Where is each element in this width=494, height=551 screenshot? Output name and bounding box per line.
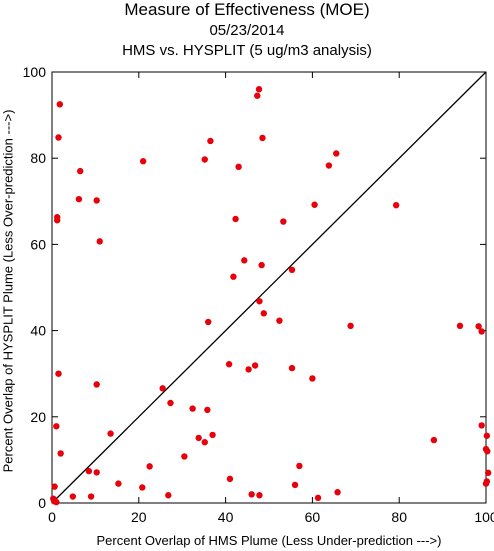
data-point [53,423,60,430]
data-point [245,366,252,373]
data-point [258,261,265,269]
data-point [189,405,196,412]
data-point [288,364,296,372]
data-point [139,484,146,491]
x-tick-label: 20 [131,509,147,525]
data-point [325,162,333,169]
data-point [280,218,287,225]
x-tick-label: 40 [218,509,234,525]
data-point [232,215,239,223]
data-point [254,92,261,99]
data-point [333,150,340,157]
data-point [167,399,174,407]
data-point [256,298,263,305]
data-point [93,469,100,476]
y-tick-label: 40 [30,323,46,339]
chart-date: 05/23/2014 [209,22,285,39]
data-point [159,385,166,392]
x-axis-label: Percent Overlap of HMS Plume (Less Under… [96,533,442,548]
data-point [478,328,485,335]
data-point [201,156,208,163]
data-point [207,137,214,145]
data-point [201,439,208,446]
data-point [276,317,283,324]
data-point [241,257,248,264]
data-point [296,462,303,470]
data-point [77,167,84,175]
data-point [69,493,77,500]
data-point [96,238,103,245]
data-point [55,370,62,377]
data-point [146,463,153,470]
x-tick-label: 100 [474,509,494,525]
data-point [85,467,93,475]
data-point [53,498,60,506]
data-point [55,134,62,141]
data-point [484,448,491,455]
data-point [482,480,490,487]
data-point [347,322,354,330]
data-point [291,481,299,489]
y-tick-label: 100 [23,64,47,80]
data-point [314,494,322,502]
data-point [181,453,188,460]
data-point [456,322,464,330]
data-point [87,493,95,500]
data-point [309,375,316,382]
data-point [392,201,400,209]
y-tick-label: 60 [30,236,46,252]
data-point [225,361,233,368]
data-point [475,323,482,330]
data-point [260,310,267,317]
data-point [57,450,64,457]
data-point [205,318,212,326]
data-point [165,492,172,499]
y-tick-label: 80 [30,150,46,166]
data-point [195,434,202,442]
data-point [255,86,263,93]
x-tick-label: 0 [48,509,56,525]
y-axis-label: Percent Overlap of HYSPLIT Plume (Less O… [0,109,16,473]
data-point [259,134,266,142]
data-point [93,197,100,204]
chart-subtitle: HMS vs. HYSPLIT (5 ug/m3 analysis) [122,42,372,59]
data-point [483,432,491,439]
data-point [430,436,438,444]
data-point [209,431,216,439]
chart-title: Measure of Effectiveness (MOE) [124,0,370,19]
data-point [115,480,122,487]
data-point [226,475,234,483]
data-point [478,422,485,429]
data-point [251,362,259,369]
y-tick-label: 0 [38,495,46,511]
data-point [230,273,237,280]
data-point [311,201,318,208]
x-tick-label: 60 [305,509,321,525]
data-point [256,492,263,499]
data-point [235,163,242,171]
data-point [93,381,100,388]
one-to-one-line [51,71,487,504]
data-point [288,266,296,274]
data-point [54,217,61,224]
data-point [334,489,341,496]
plot-frame [51,71,487,504]
data-point [107,430,114,437]
y-tick-label: 20 [30,409,46,425]
data-point [204,406,211,414]
data-point [51,483,58,490]
data-point [248,491,255,498]
data-point [75,195,83,203]
data-point [139,158,147,165]
x-tick-label: 80 [391,509,407,525]
data-point [56,101,64,108]
data-point [484,469,492,477]
